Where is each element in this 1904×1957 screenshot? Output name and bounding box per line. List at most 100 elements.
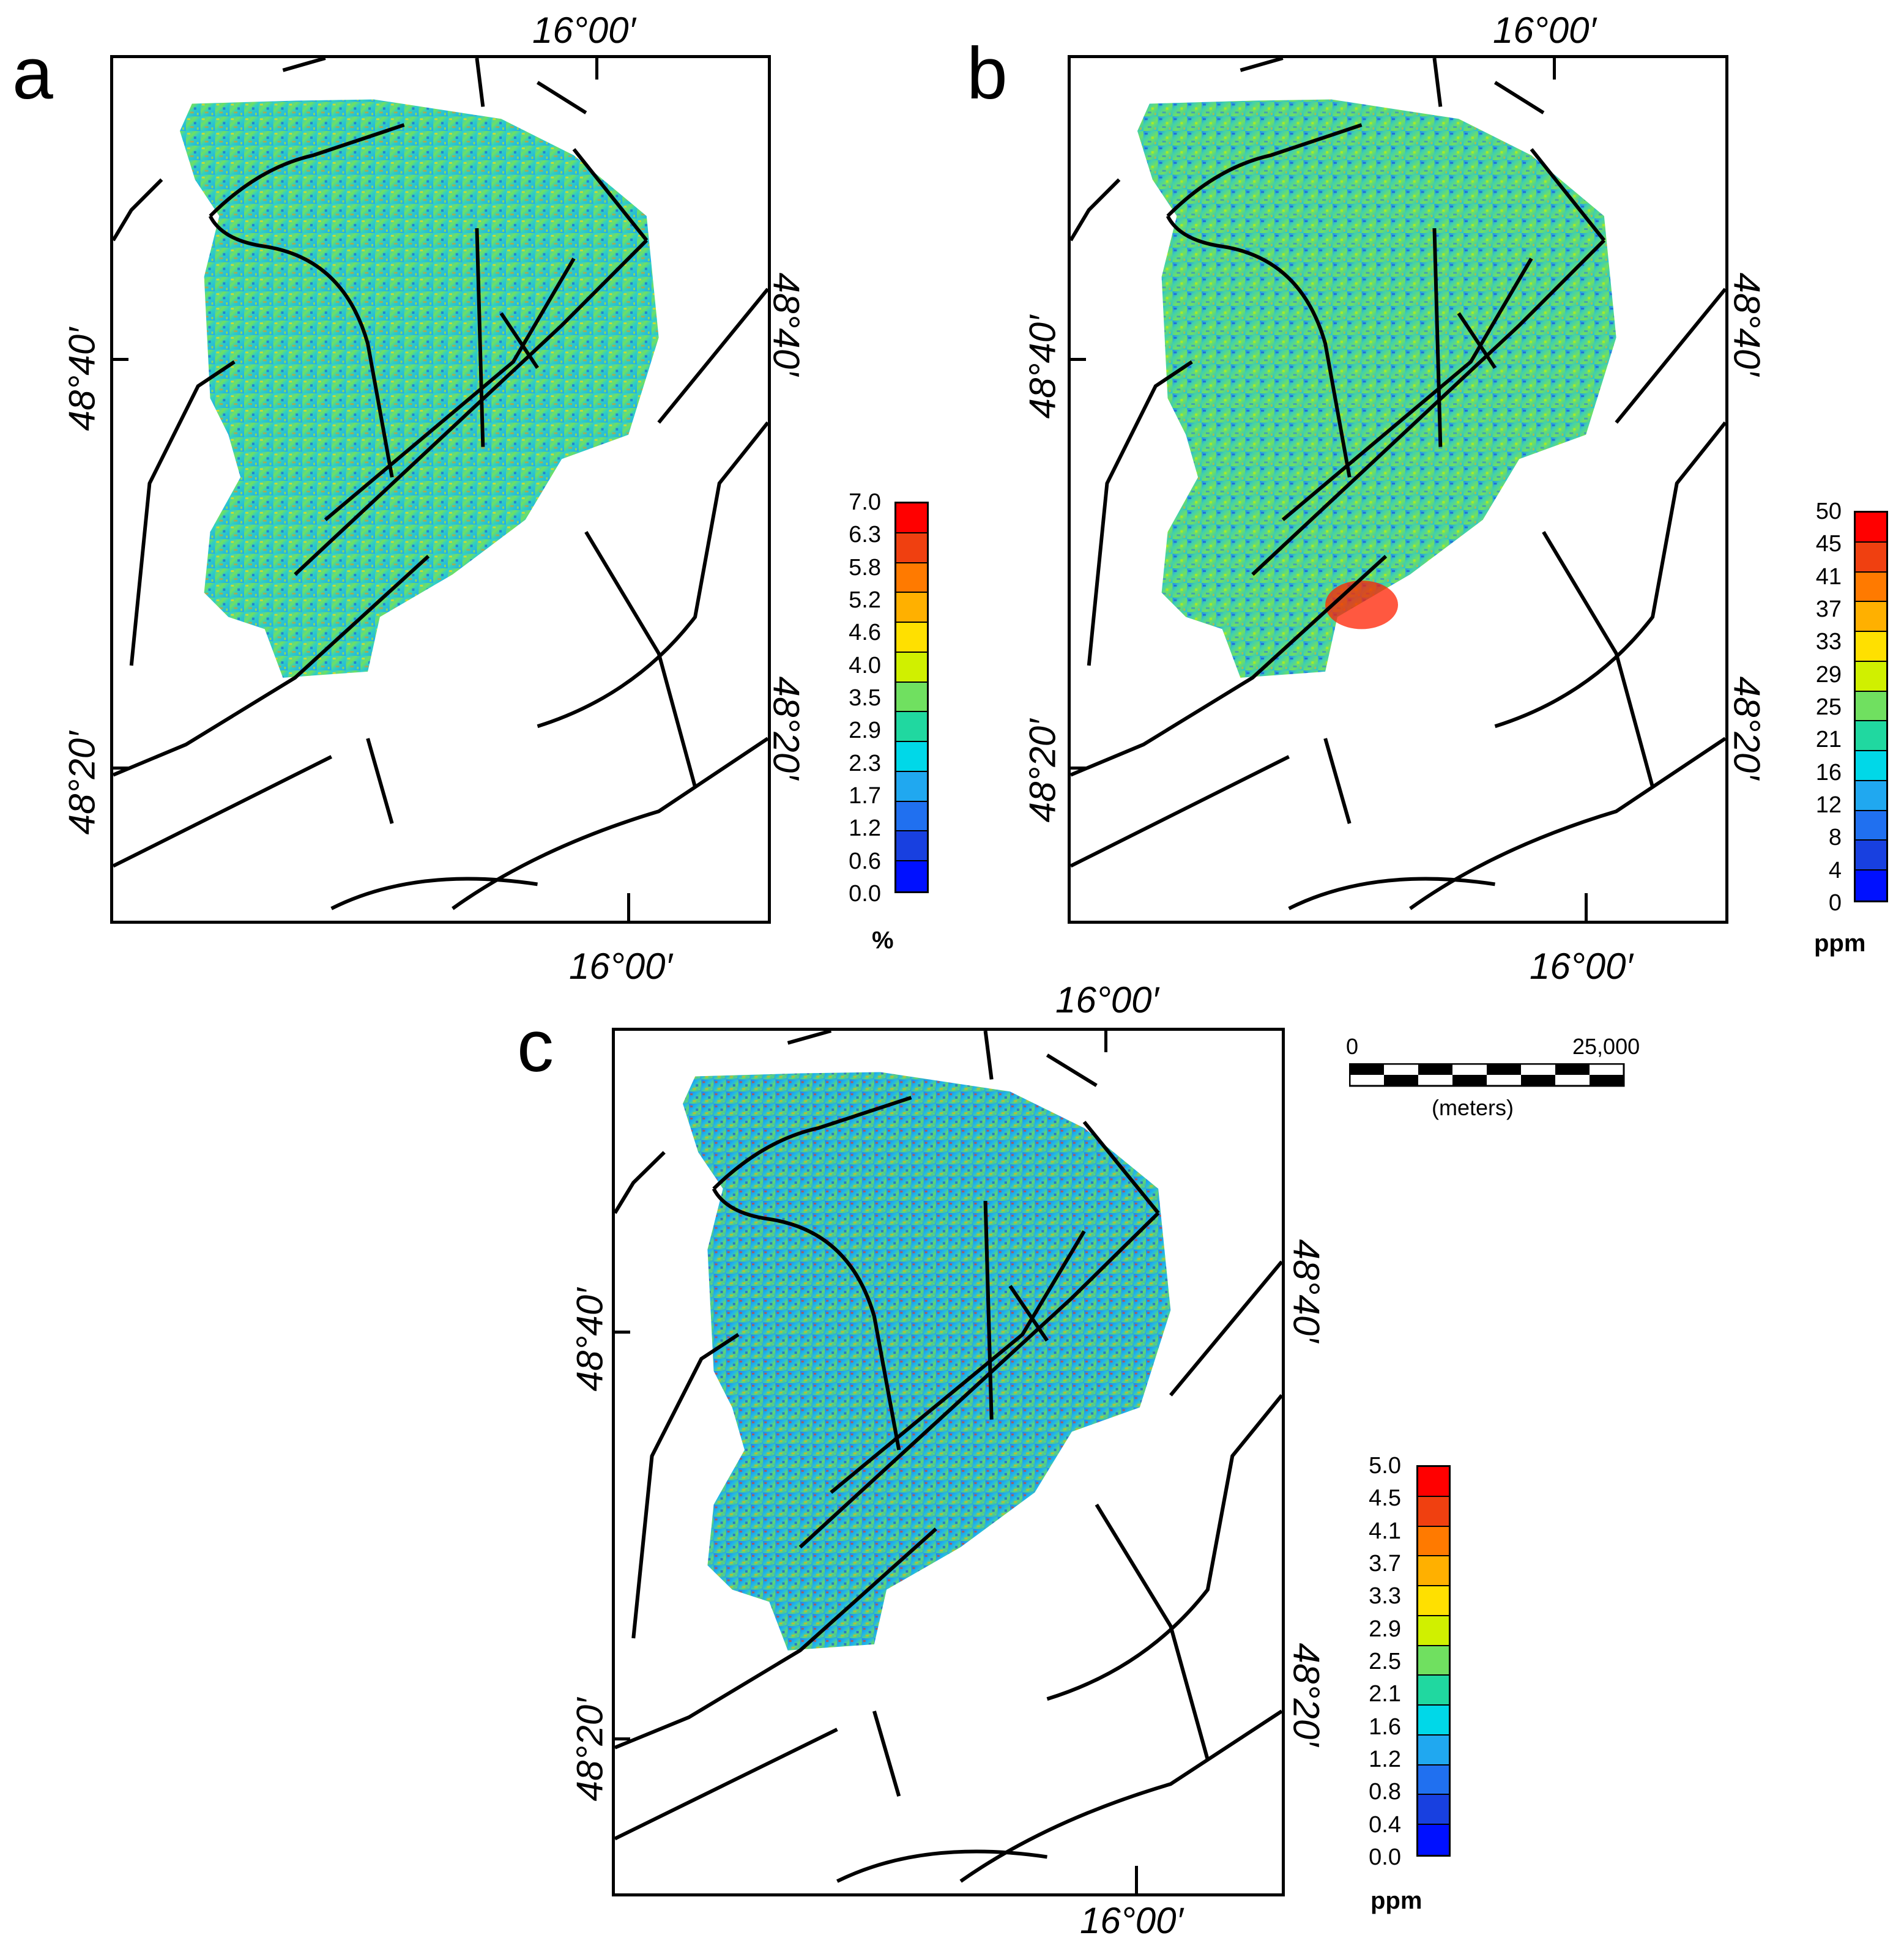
colorbar-segment: [1418, 1735, 1449, 1766]
colorbar-segment: [896, 801, 927, 832]
colorbar-segment: [896, 771, 927, 802]
colorbar-tick-label: 7.0: [849, 489, 881, 515]
lat-tick: [612, 1737, 630, 1740]
colorbar-segment: [896, 831, 927, 862]
colorbar-tick-label: 4.6: [849, 620, 881, 646]
left-latitude-label-lower: 48°20′: [1022, 719, 1063, 823]
colorbar-tick-label: 2.1: [1369, 1681, 1401, 1707]
colorbar-segment: [1856, 513, 1886, 543]
left-latitude-label-lower: 48°20′: [569, 1698, 611, 1802]
map-svg: [1071, 58, 1725, 910]
colorbar-segment: [896, 742, 927, 772]
colorbar: [1854, 511, 1888, 902]
map-svg: [113, 58, 768, 910]
colorbar: [1416, 1465, 1451, 1857]
map-svg: [615, 1031, 1282, 1883]
colorbar-tick-label: 4.5: [1369, 1485, 1401, 1512]
colorbar-segment: [1418, 1496, 1449, 1527]
panel-letter: c: [517, 1005, 554, 1087]
colorbar-segment: [1418, 1795, 1449, 1825]
fault-lines: [113, 58, 768, 910]
lat-tick: [612, 1331, 630, 1334]
colorbar-tick-label: 4.0: [849, 652, 881, 678]
colorbar-tick-label: 41: [1815, 563, 1842, 590]
colorbar-unit: %: [872, 927, 894, 954]
fault-lines: [615, 1031, 1282, 1883]
colorbar-segment: [1418, 1467, 1449, 1497]
colorbar-segment: [1418, 1526, 1449, 1557]
colorbar-segment: [896, 533, 927, 563]
colorbar-segment: [896, 682, 927, 713]
colorbar-tick-label: 4.1: [1369, 1518, 1401, 1544]
colorbar-segment: [1856, 781, 1886, 811]
lon-tick: [595, 55, 598, 80]
colorbar-tick-label: 0: [1828, 890, 1842, 916]
map-frame: [110, 55, 771, 924]
colorbar-tick-label: 0.6: [849, 848, 881, 874]
colorbar-segment: [1418, 1706, 1449, 1736]
colorbar-segment: [1856, 572, 1886, 603]
right-latitude-label-upper: 48°40′: [1726, 272, 1768, 376]
lon-tick: [1553, 55, 1556, 80]
panel-letter: b: [967, 32, 1008, 114]
scale-bar-end-label: 25,000: [1572, 1034, 1640, 1059]
right-latitude-label-upper: 48°40′: [1285, 1239, 1327, 1343]
colorbar-segment: [1856, 602, 1886, 633]
colorbar-tick-label: 5.2: [849, 587, 881, 613]
colorbar-tick-label: 1.6: [1369, 1714, 1401, 1740]
scale-bar-start-label: 0: [1346, 1034, 1359, 1059]
colorbar-labels: 7.0 6.3 5.8 5.2 4.6 4.0 3.5 2.9 2.3 1.7 1.2 0.6 0.0: [795, 489, 881, 905]
bottom-longitude-label: 16°00′: [1080, 1900, 1183, 1941]
colorbar-tick-label: 2.3: [849, 750, 881, 776]
colorbar-labels: 5.0 4.5 4.1 3.7 3.3 2.9 2.5 2.1 1.6 1.2 0.8 0.4 0.0: [1315, 1453, 1401, 1869]
colorbar-segment: [1856, 691, 1886, 722]
colorbar-segment: [1856, 811, 1886, 841]
bottom-longitude-label: 16°00′: [1530, 946, 1633, 987]
colorbar-tick-label: 21: [1815, 727, 1842, 753]
left-latitude-label-lower: 48°20′: [61, 731, 103, 835]
colorbar-segment: [1856, 841, 1886, 871]
colorbar-segment: [896, 593, 927, 623]
lat-tick: [110, 358, 128, 361]
colorbar-tick-label: 50: [1815, 499, 1842, 524]
colorbar-tick-label: 29: [1815, 661, 1842, 688]
colorbar-labels: 50 45 41 37 33 29 25 21 16 12 8 4 0: [1762, 499, 1842, 915]
lon-tick: [1585, 893, 1588, 924]
colorbar-tick-label: 16: [1815, 759, 1842, 785]
colorbar-segment: [896, 503, 927, 533]
fault-lines: [1071, 58, 1725, 910]
scale-bar-units-label: (meters): [1432, 1095, 1514, 1120]
colorbar-tick-label: 2.9: [849, 718, 881, 744]
lat-tick: [1068, 767, 1086, 770]
colorbar-segment: [1856, 542, 1886, 573]
colorbar-tick-label: 5.0: [1369, 1453, 1401, 1479]
top-longitude-label: 16°00′: [1493, 10, 1596, 51]
colorbar-tick-label: 4: [1828, 857, 1842, 883]
colorbar-segment: [1418, 1586, 1449, 1616]
colorbar-segment: [896, 563, 927, 593]
colorbar-segment: [1856, 751, 1886, 781]
colorbar-tick-label: 3.7: [1369, 1551, 1401, 1576]
left-latitude-label-upper: 48°40′: [569, 1288, 611, 1392]
right-latitude-label-lower: 48°20′: [1726, 676, 1768, 780]
map-frame: [612, 1028, 1285, 1896]
colorbar-tick-label: 1.2: [849, 815, 881, 842]
colorbar-segment: [1418, 1646, 1449, 1676]
colorbar-segment: [1418, 1825, 1449, 1855]
bottom-longitude-label: 16°00′: [569, 946, 672, 987]
lat-tick: [1068, 358, 1086, 361]
colorbar-segment: [1856, 632, 1886, 662]
colorbar-segment: [1418, 1765, 1449, 1795]
colorbar-tick-label: 0.8: [1369, 1779, 1401, 1805]
colorbar-unit: ppm: [1814, 930, 1866, 957]
colorbar-segment: [896, 652, 927, 683]
colorbar-tick-label: 8: [1828, 825, 1842, 851]
colorbar-segment: [896, 623, 927, 653]
map-frame: [1068, 55, 1728, 924]
colorbar-segment: [1856, 871, 1886, 901]
scale-bar-graphic: [1349, 1063, 1625, 1087]
colorbar-tick-label: 12: [1815, 792, 1842, 818]
colorbar-tick-label: 0.4: [1369, 1811, 1401, 1838]
colorbar-tick-label: 6.3: [849, 522, 881, 548]
survey-area: [683, 1072, 1171, 1651]
